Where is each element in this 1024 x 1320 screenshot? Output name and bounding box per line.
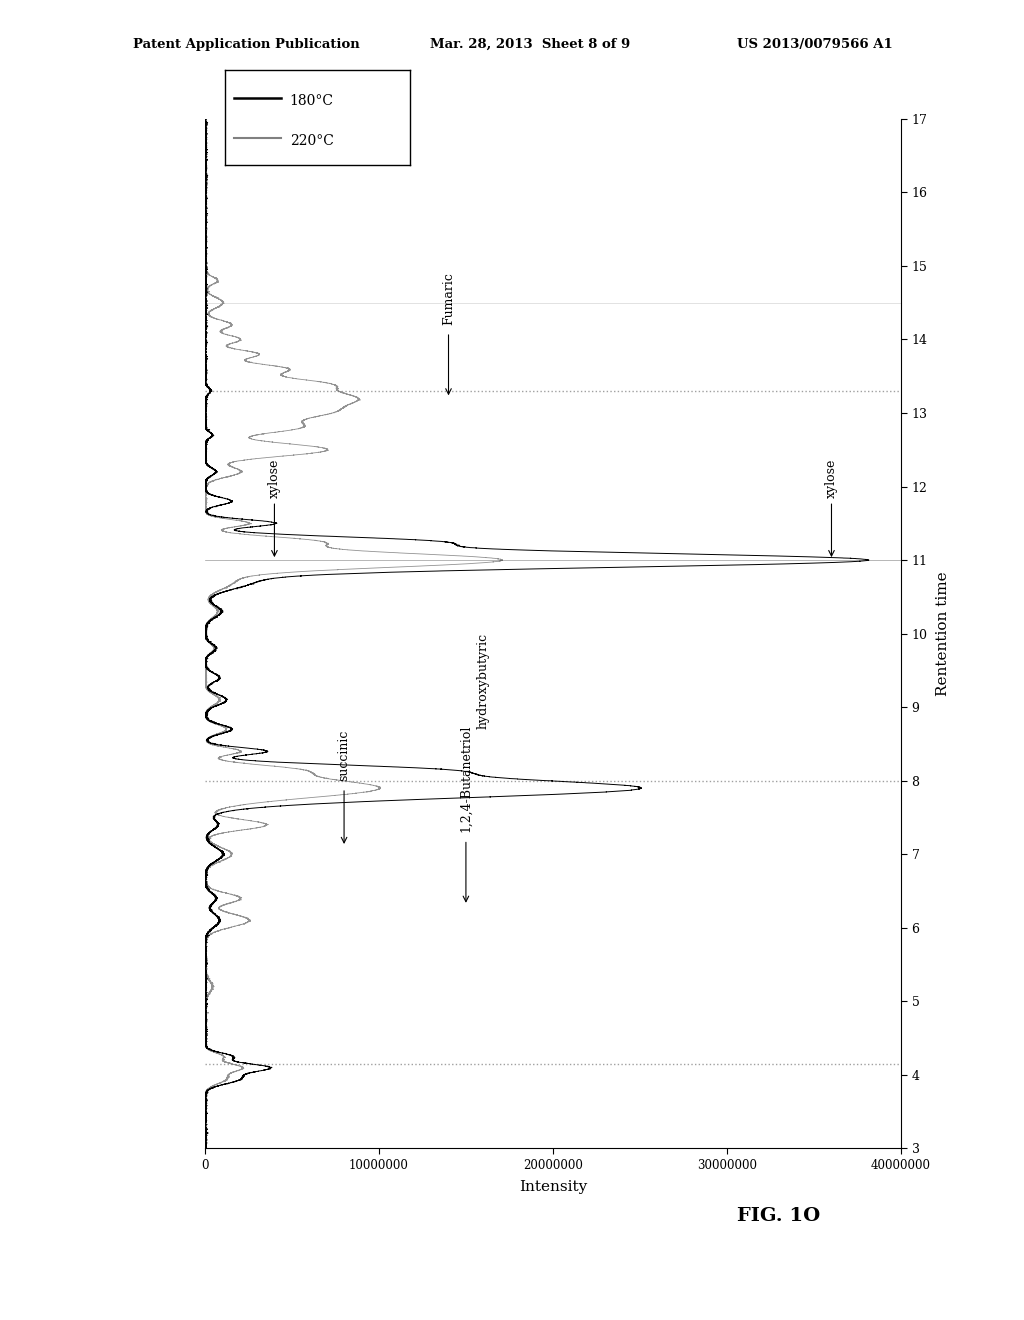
Text: Fumaric: Fumaric [442, 272, 455, 325]
Text: 180°C: 180°C [290, 94, 334, 108]
Text: US 2013/0079566 A1: US 2013/0079566 A1 [737, 37, 893, 50]
Text: hydroxybutyric: hydroxybutyric [477, 634, 489, 729]
Text: 1,2,4-Butanetriol: 1,2,4-Butanetriol [460, 725, 472, 832]
Text: xylose: xylose [825, 458, 838, 498]
Text: 220°C: 220°C [290, 135, 334, 148]
Text: FIG. 1O: FIG. 1O [737, 1206, 820, 1225]
Text: xylose: xylose [268, 458, 281, 498]
Text: Patent Application Publication: Patent Application Publication [133, 37, 359, 50]
Text: Mar. 28, 2013  Sheet 8 of 9: Mar. 28, 2013 Sheet 8 of 9 [430, 37, 631, 50]
X-axis label: Intensity: Intensity [519, 1180, 587, 1195]
Y-axis label: Rentention time: Rentention time [936, 572, 950, 696]
Text: succinic: succinic [338, 730, 350, 780]
